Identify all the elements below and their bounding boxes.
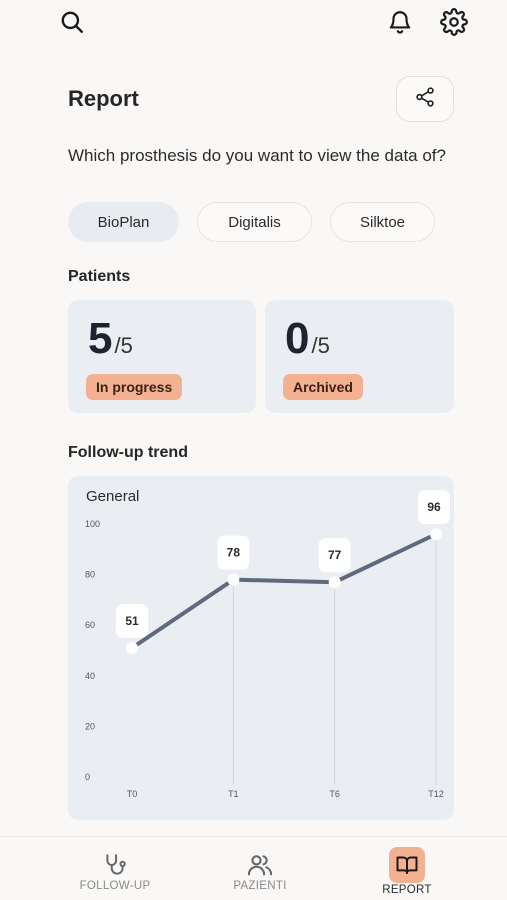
patients-title: Patients [68,268,131,285]
nav-report[interactable]: REPORT [347,837,467,900]
chip-silktoe[interactable]: Silktoe [330,202,435,242]
in-progress-total: /5 [114,333,133,358]
bell-icon[interactable] [384,6,416,38]
page-title: Report [68,86,139,111]
chip-bioplan[interactable]: BioPlan [68,202,179,242]
data-point [328,576,341,589]
archived-value: 0 [285,314,310,363]
archived-count: 0 /5 [285,314,330,364]
in-progress-badge: In progress [86,374,183,400]
y-tick-label: 80 [85,570,95,580]
x-tick-label: T1 [228,789,239,799]
data-point [227,573,240,586]
prosthesis-question: Which prosthesis do you want to view the… [68,146,446,165]
in-progress-count: 5 /5 [88,314,133,364]
data-label-box [418,490,450,525]
nav-follow-up[interactable]: FOLLOW-UP [55,837,175,900]
series-line [130,532,438,650]
bottom-nav: FOLLOW-UP PAZIENTI REPORT [0,836,507,900]
data-label-box [116,603,148,638]
archived-badge: Archived [283,374,363,400]
share-icon [414,86,436,113]
archived-card[interactable]: 0 /5 Archived [265,300,454,413]
title-row: Report [68,76,454,122]
y-tick-label: 100 [85,519,100,529]
book-icon [389,847,425,883]
in-progress-value: 5 [88,314,113,363]
stethoscope-icon [97,847,133,883]
data-label: 51 [125,614,139,628]
trend-chart-card: 0 20 40 60 80 100 51 78 77 96 T0 T1 T6 T12 General [68,476,454,820]
trend-title: Follow-up trend [68,444,188,461]
x-tick-label: T0 [127,789,138,799]
data-point [430,528,442,541]
nav-pazienti-label: PAZIENTI [233,880,287,892]
data-label: 96 [427,500,441,514]
chart-title: General [86,488,140,505]
gear-icon[interactable] [438,6,470,38]
data-label-box [318,538,351,573]
nav-follow-up-label: FOLLOW-UP [79,880,151,892]
data-point [126,641,138,654]
y-tick-label: 0 [85,772,90,782]
data-label: 78 [227,546,241,560]
y-tick-label: 20 [85,721,95,731]
archived-total: /5 [311,333,330,358]
x-tick-label: T12 [428,789,444,799]
data-label-box [217,535,250,570]
data-label: 77 [328,548,342,562]
trend-chart: 0 20 40 60 80 100 51 78 77 96 T0 T1 T6 T12 [85,490,450,799]
search-icon[interactable] [56,6,88,38]
users-icon [242,847,278,883]
nav-pazienti[interactable]: PAZIENTI [200,837,320,900]
y-tick-label: 40 [85,671,95,681]
top-bar [0,0,507,50]
x-tick-label: T6 [329,789,340,799]
share-button[interactable] [396,76,454,122]
chip-digitalis[interactable]: Digitalis [197,202,312,242]
y-tick-label: 60 [85,620,95,630]
in-progress-card[interactable]: 5 /5 In progress [68,300,256,413]
nav-report-label: REPORT [382,884,432,896]
